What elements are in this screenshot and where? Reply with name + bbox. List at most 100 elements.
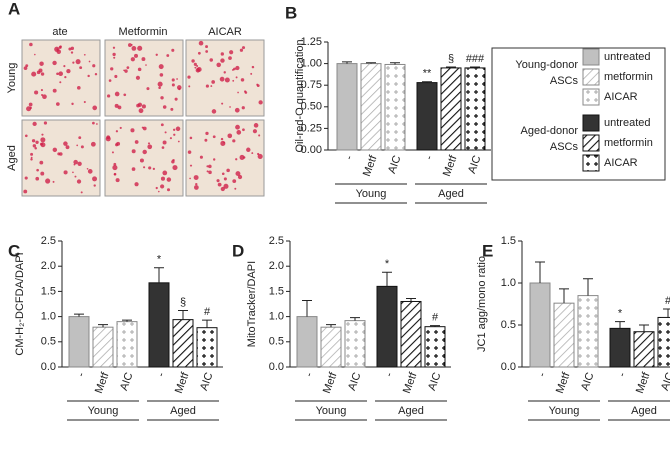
stain — [38, 68, 43, 73]
error-bar — [202, 319, 212, 328]
bar — [529, 282, 551, 368]
stain — [141, 104, 146, 109]
bar — [657, 316, 670, 368]
stain — [88, 60, 91, 63]
stain — [159, 73, 164, 77]
group-label: Young — [549, 405, 580, 417]
stain — [74, 175, 77, 178]
stain — [113, 172, 117, 176]
error-bar — [639, 324, 649, 332]
panel-letter: B — [285, 3, 297, 22]
stain — [72, 61, 75, 64]
column-label: ate — [52, 26, 67, 38]
stain — [108, 79, 112, 82]
stain — [65, 145, 70, 150]
y-axis-label: JC1 agg/mono ratio — [476, 256, 488, 352]
y-tick-label: 1.0 — [501, 277, 516, 289]
stain — [30, 156, 33, 159]
stain — [23, 66, 28, 71]
stain — [239, 48, 244, 52]
stain — [172, 128, 176, 131]
error-bar — [430, 325, 440, 327]
error-bar — [422, 81, 432, 83]
stain — [166, 188, 171, 192]
stain — [135, 75, 140, 80]
stain — [77, 86, 81, 90]
stain — [123, 69, 125, 72]
stain — [251, 65, 255, 69]
error-bar — [154, 267, 164, 283]
bar — [344, 320, 366, 368]
legend-group-label: ASCs — [550, 141, 579, 153]
error-bar — [122, 319, 132, 322]
annotation: * — [157, 254, 162, 266]
stain — [70, 51, 74, 54]
y-tick-label: 1.5 — [269, 285, 284, 297]
legend-label: metformin — [604, 71, 653, 83]
stain — [160, 184, 165, 189]
group-label: Aged — [398, 405, 424, 417]
bar — [440, 67, 462, 151]
stain — [58, 71, 64, 77]
x-tick-label: AIC — [346, 371, 364, 392]
stain — [73, 159, 78, 165]
y-tick-label: 0.00 — [301, 144, 322, 156]
stain — [198, 40, 204, 46]
stain — [239, 154, 245, 160]
stain — [142, 126, 147, 131]
stain — [112, 52, 116, 57]
row-label: Aged — [6, 145, 18, 171]
panel-letter: C — [8, 241, 20, 260]
stain — [220, 58, 225, 63]
stain — [155, 186, 158, 190]
stain — [257, 153, 263, 160]
stain — [162, 170, 168, 176]
stain — [63, 65, 66, 68]
stain — [171, 160, 175, 164]
y-tick-label: 0.5 — [41, 336, 56, 348]
bar — [633, 331, 655, 368]
error-bar — [326, 324, 336, 328]
stain — [131, 167, 136, 171]
error-bar — [98, 324, 108, 328]
stain — [32, 144, 37, 148]
stain — [42, 94, 47, 100]
stain — [216, 62, 221, 68]
stain — [34, 90, 39, 95]
stain — [75, 59, 81, 65]
stain — [212, 135, 216, 139]
stain — [251, 152, 254, 155]
y-tick-label: 0.50 — [301, 101, 322, 113]
stain — [233, 67, 236, 71]
stain — [72, 171, 74, 174]
stain — [241, 46, 246, 50]
stain — [56, 72, 59, 76]
stain — [52, 60, 57, 66]
stain — [131, 46, 137, 51]
stain — [40, 142, 46, 148]
y-tick-label: 2.0 — [41, 260, 56, 272]
legend-swatch — [582, 154, 600, 172]
stain — [161, 146, 165, 149]
error-bar — [302, 299, 312, 317]
annotation: ### — [466, 53, 485, 65]
stain — [193, 62, 197, 66]
stain — [24, 134, 28, 138]
stain — [131, 149, 136, 154]
stain — [80, 191, 83, 194]
stain — [92, 105, 98, 111]
y-axis-label: CM-H₂-DCFDA/DAPI — [14, 252, 26, 355]
stain — [80, 145, 84, 149]
stain — [45, 178, 51, 184]
legend-box — [491, 47, 666, 181]
y-tick-label: 0.0 — [269, 361, 284, 373]
stain — [87, 74, 90, 78]
stain — [126, 66, 130, 70]
bar — [116, 321, 138, 368]
stain — [76, 144, 79, 147]
stain — [160, 96, 164, 100]
y-axis-label: MitoTracker/DAPI — [246, 261, 258, 347]
stain — [24, 176, 28, 180]
stain — [94, 72, 98, 76]
stain — [197, 51, 201, 55]
